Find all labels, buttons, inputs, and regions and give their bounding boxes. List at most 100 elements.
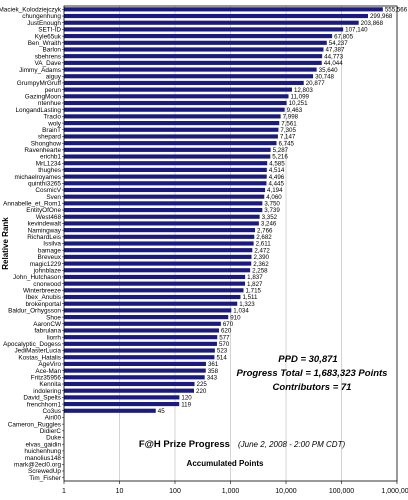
value-label: 7,305 — [280, 127, 296, 134]
category-label: Ben_Wraith — [28, 40, 62, 47]
category-label: Barlon — [43, 47, 62, 54]
bar — [64, 288, 244, 293]
category-label: Duke — [46, 435, 61, 442]
category-label: VA_Dave — [34, 60, 61, 67]
bar — [64, 348, 215, 353]
bar — [64, 27, 344, 32]
category-label: Shonghow — [31, 140, 62, 147]
value-label: 514 — [216, 354, 227, 361]
bar — [64, 40, 327, 45]
category-label: fabrulana — [34, 328, 61, 335]
category-label: woly — [47, 120, 62, 127]
category-label: michaelroyames — [14, 174, 61, 181]
category-label: ntenhue — [38, 100, 62, 107]
category-label: sbehrens — [35, 53, 61, 60]
category-label: erichb1 — [40, 154, 61, 161]
category-label: Jimmy_Adams — [19, 67, 61, 74]
value-label: 47,387 — [325, 47, 344, 54]
value-label: 523 — [217, 348, 228, 355]
value-label: 555,566 — [385, 7, 408, 14]
value-label: 2,472 — [254, 247, 270, 254]
category-label: ScrewedUp — [28, 468, 61, 475]
value-label: 44,773 — [324, 53, 343, 60]
bar — [64, 13, 368, 19]
category-label: Apocalyptic_Dogess — [3, 341, 61, 348]
bar — [64, 34, 333, 39]
category-label: johnblaze — [33, 267, 62, 274]
bar — [64, 127, 279, 132]
value-label: 4,514 — [269, 167, 285, 174]
x-tick-label: 100,000 — [329, 488, 354, 495]
value-label: 107,140 — [345, 27, 368, 34]
value-label: 120 — [181, 395, 192, 402]
value-label: 1,034 — [233, 308, 249, 315]
value-label: 3,750 — [264, 201, 280, 208]
bar — [64, 147, 271, 152]
category-label: Namingway — [28, 227, 62, 234]
value-label: 1,837 — [247, 274, 263, 281]
category-label-layer: Maciek_KolodziejczykchungenhungJustEnoug… — [0, 7, 64, 482]
value-label: 570 — [219, 341, 230, 348]
bar — [64, 214, 260, 219]
contributors-annotation: Contributors = 71 — [273, 382, 352, 393]
category-label: AaronCW — [33, 321, 62, 328]
category-label: West468 — [36, 214, 62, 221]
category-label: LongandLasting — [16, 107, 62, 114]
bar — [64, 187, 266, 193]
value-label: 10,251 — [289, 100, 308, 107]
bar — [64, 20, 359, 25]
bar — [64, 361, 206, 366]
value-label: 2,258 — [252, 267, 268, 274]
category-label: David_Spelts — [23, 395, 61, 402]
value-label: 7,998 — [283, 114, 299, 121]
x-tick-label: 1 — [62, 488, 66, 495]
bar — [64, 167, 267, 172]
category-label: chungenhung — [22, 13, 61, 20]
category-label: JustEnough — [27, 20, 61, 27]
value-label: 30,748 — [315, 73, 334, 80]
value-label: 3,739 — [264, 207, 280, 214]
bar — [64, 408, 156, 413]
bar — [64, 355, 215, 360]
bar — [64, 335, 218, 340]
bar — [64, 100, 287, 106]
bar — [64, 274, 246, 280]
bar — [64, 341, 217, 346]
bar — [64, 181, 267, 186]
bar — [64, 7, 383, 12]
bar — [64, 201, 263, 206]
category-label: Kostas_Hatalis — [18, 354, 61, 361]
chart-title-line: F@H Prize Progress (June 2, 2008 - 2:00 … — [139, 434, 346, 451]
y-axis-label: Relative Rank — [1, 217, 10, 270]
bar — [64, 141, 277, 146]
value-label: 620 — [221, 328, 232, 335]
category-label: Ace-Man — [35, 368, 61, 375]
value-label: 2,766 — [257, 227, 273, 234]
bar — [64, 74, 314, 79]
x-tick-label: 100 — [169, 488, 181, 495]
category-label: Airi00 — [45, 415, 62, 422]
value-label: 5,216 — [272, 154, 288, 161]
value-label: 67,805 — [334, 33, 353, 40]
x-tick-label: 10 — [116, 488, 124, 495]
x-axis-label: Accumulated Points — [187, 459, 264, 468]
bar — [64, 294, 241, 300]
bar — [64, 80, 304, 86]
value-label: 2,611 — [256, 241, 272, 248]
category-label: Maciek_Kolodziejczyk — [0, 7, 62, 14]
value-label: 4,194 — [267, 187, 283, 194]
bar — [64, 174, 267, 179]
category-label: shepard — [38, 134, 62, 141]
bar — [64, 107, 285, 112]
category-label: Kennita — [39, 381, 61, 388]
category-label: EntityOfOne — [26, 207, 61, 214]
category-label: Annabelle_et_Rom1 — [3, 201, 61, 208]
value-label: 4,496 — [269, 174, 285, 181]
bar — [64, 401, 180, 407]
value-label: 299,968 — [370, 13, 393, 20]
value-label: 4,585 — [269, 160, 285, 167]
value-label: 3,352 — [262, 214, 278, 221]
category-label: Kyle65uk — [35, 33, 62, 40]
category-label: Tim_Fisher — [29, 475, 62, 482]
